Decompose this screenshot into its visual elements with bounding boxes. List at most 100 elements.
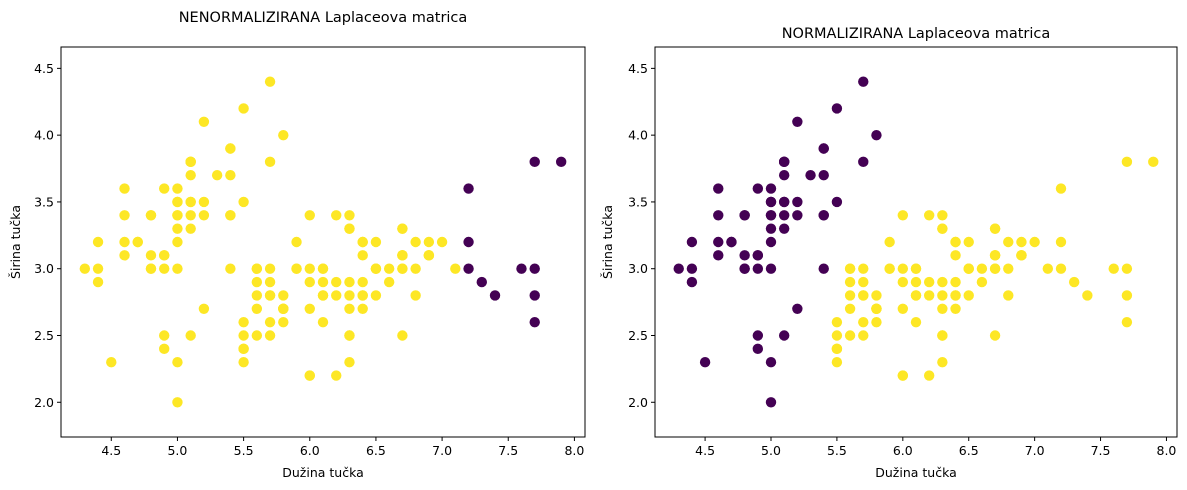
chart-panel-left: 4.5 5.0 5.5 6.0 6.5 7.0 7.5 8.0 2.0 2.5 3.0 3.5 4.0…: [8, 10, 586, 480]
x-tick-label: 6.0: [893, 443, 913, 458]
y-tick-label: 2.0: [34, 395, 54, 410]
data-point: [910, 276, 922, 288]
data-point: [792, 210, 803, 221]
data-point: [792, 303, 803, 314]
data-point: [145, 210, 157, 221]
data-point: [765, 183, 777, 194]
y-tick-label: 4.0: [628, 128, 648, 143]
data-point: [858, 156, 869, 168]
data-point: [344, 357, 355, 368]
data-point: [937, 290, 948, 301]
data-point: [897, 263, 909, 274]
data-point: [831, 330, 843, 341]
data-point: [251, 263, 263, 274]
x-axis-ticks: 4.5 5.0 5.5 6.0 6.5 7.0 7.5 8.0: [695, 437, 1176, 458]
data-point: [159, 263, 170, 274]
data-point: [778, 170, 790, 181]
data-point: [159, 330, 170, 341]
data-point: [937, 276, 948, 288]
data-point: [304, 370, 315, 381]
data-point: [344, 223, 355, 234]
data-point: [765, 223, 777, 234]
data-point: [778, 196, 790, 208]
data-point: [119, 250, 130, 261]
data-point: [106, 357, 117, 368]
x-tick-label: 7.0: [1025, 443, 1045, 458]
data-point: [699, 357, 711, 368]
data-point: [713, 210, 724, 221]
data-point: [897, 303, 909, 314]
data-point: [910, 290, 922, 301]
data-point: [225, 170, 236, 181]
data-point: [910, 316, 922, 328]
data-point: [989, 250, 1001, 261]
data-point: [331, 370, 342, 381]
y-tick-label: 2.5: [34, 328, 54, 343]
data-point: [765, 357, 777, 368]
data-point: [910, 263, 922, 274]
data-point: [529, 263, 540, 274]
data-point: [963, 236, 974, 248]
data-point: [172, 357, 183, 368]
data-point: [410, 236, 421, 248]
y-tick-label: 2.5: [628, 328, 648, 343]
data-point: [844, 330, 856, 341]
y-tick-label: 4.5: [628, 61, 648, 76]
data-point: [937, 357, 948, 368]
data-point: [304, 263, 315, 274]
data-point: [264, 76, 276, 87]
data-point: [686, 236, 698, 248]
data-point: [423, 236, 435, 248]
data-point: [897, 370, 909, 381]
data-point: [1121, 316, 1133, 328]
data-point: [713, 183, 724, 194]
data-point: [858, 290, 869, 301]
data-point: [463, 263, 474, 274]
data-point: [172, 223, 183, 234]
data-point: [950, 236, 961, 248]
data-point: [344, 210, 355, 221]
x-tick-label: 5.5: [234, 443, 254, 458]
data-point: [357, 276, 368, 288]
data-point: [1016, 250, 1027, 261]
data-point: [937, 330, 948, 341]
data-point: [159, 250, 170, 261]
data-point: [529, 316, 540, 328]
data-point: [145, 250, 157, 261]
data-point: [238, 343, 249, 355]
data-point: [858, 330, 869, 341]
data-point: [858, 76, 869, 87]
data-point: [331, 290, 342, 301]
data-point: [423, 250, 435, 261]
data-point: [225, 210, 236, 221]
data-point: [1121, 263, 1133, 274]
data-point: [1108, 263, 1119, 274]
data-point: [1055, 263, 1067, 274]
data-point: [923, 370, 935, 381]
scatter-points: [79, 76, 567, 408]
data-point: [529, 156, 540, 168]
data-point: [844, 276, 856, 288]
data-point: [317, 276, 329, 288]
data-point: [410, 263, 421, 274]
data-point: [778, 330, 790, 341]
data-point: [370, 290, 382, 301]
data-point: [752, 250, 764, 261]
data-point: [185, 223, 196, 234]
data-point: [1029, 236, 1040, 248]
data-point: [818, 170, 829, 181]
data-point: [211, 170, 223, 181]
x-tick-label: 5.0: [167, 443, 187, 458]
data-point: [172, 196, 183, 208]
data-point: [357, 236, 368, 248]
data-point: [291, 236, 302, 248]
data-point: [238, 196, 249, 208]
data-point: [884, 236, 895, 248]
y-axis-ticks: 2.0 2.5 3.0 3.5 4.0 4.5: [628, 61, 655, 410]
data-point: [765, 236, 777, 248]
data-point: [264, 316, 276, 328]
data-point: [119, 210, 130, 221]
data-point: [1003, 290, 1014, 301]
data-point: [357, 303, 368, 314]
data-point: [198, 116, 210, 127]
